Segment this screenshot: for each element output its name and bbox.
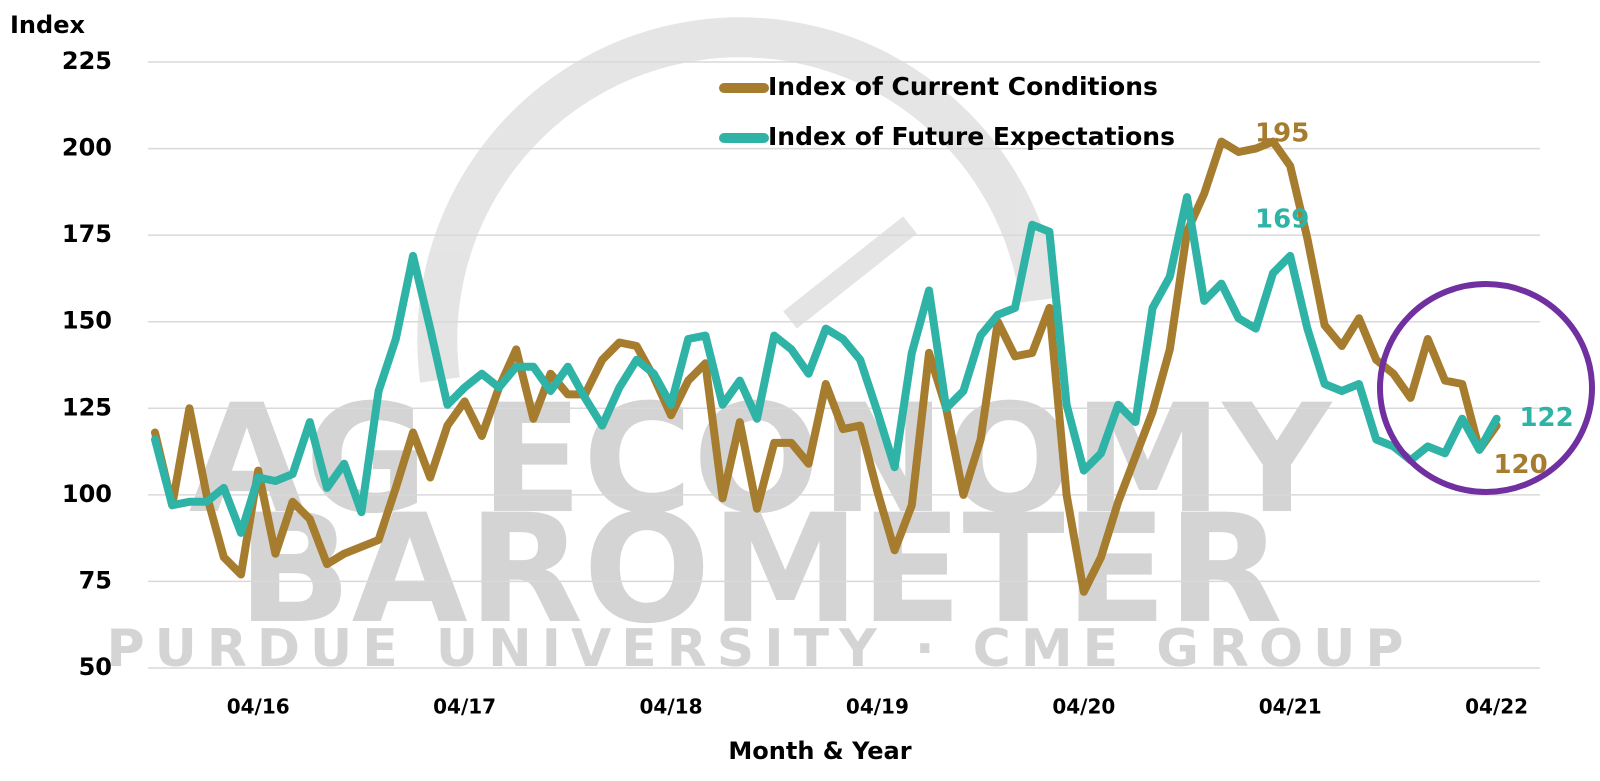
x-tick-label: 04/16	[227, 695, 290, 719]
watermark-needle	[783, 216, 917, 329]
y-tick-label: 125	[62, 393, 112, 421]
data-label: 122	[1519, 403, 1573, 433]
highlight-circle	[1377, 281, 1595, 495]
series-line	[151, 193, 1501, 537]
series-line	[151, 137, 1501, 596]
y-tick-label: 100	[62, 480, 112, 508]
y-tick-label: 175	[62, 220, 112, 248]
x-tick-label: 04/19	[846, 695, 909, 719]
y-axis-label: Index	[10, 11, 85, 39]
legend: Index of Current Conditions Index of Futu…	[719, 72, 1175, 151]
watermark-gauge	[417, 17, 1060, 383]
x-tick-label: 04/20	[1052, 695, 1115, 719]
watermark-text: BAROMETER	[237, 483, 1282, 657]
y-tick-label: 200	[62, 134, 112, 162]
x-tick-label: 04/21	[1259, 695, 1322, 719]
x-tick-label: 04/18	[640, 695, 703, 719]
data-label: 195	[1255, 118, 1309, 148]
y-tick-label: 50	[79, 653, 112, 681]
legend-label: Index of Current Conditions	[768, 72, 1158, 101]
y-tick-label: 225	[62, 47, 112, 75]
data-label: 169	[1255, 204, 1309, 234]
x-axis-label: Month & Year	[728, 737, 911, 765]
y-tick-label: 75	[79, 566, 112, 594]
legend-label: Index of Future Expectations	[768, 122, 1175, 151]
watermark-text: PURDUE UNIVERSITY · CME GROUP	[107, 619, 1414, 679]
x-tick-label: 04/17	[433, 695, 496, 719]
y-tick-label: 150	[62, 307, 112, 335]
x-tick-label: 04/22	[1465, 695, 1528, 719]
